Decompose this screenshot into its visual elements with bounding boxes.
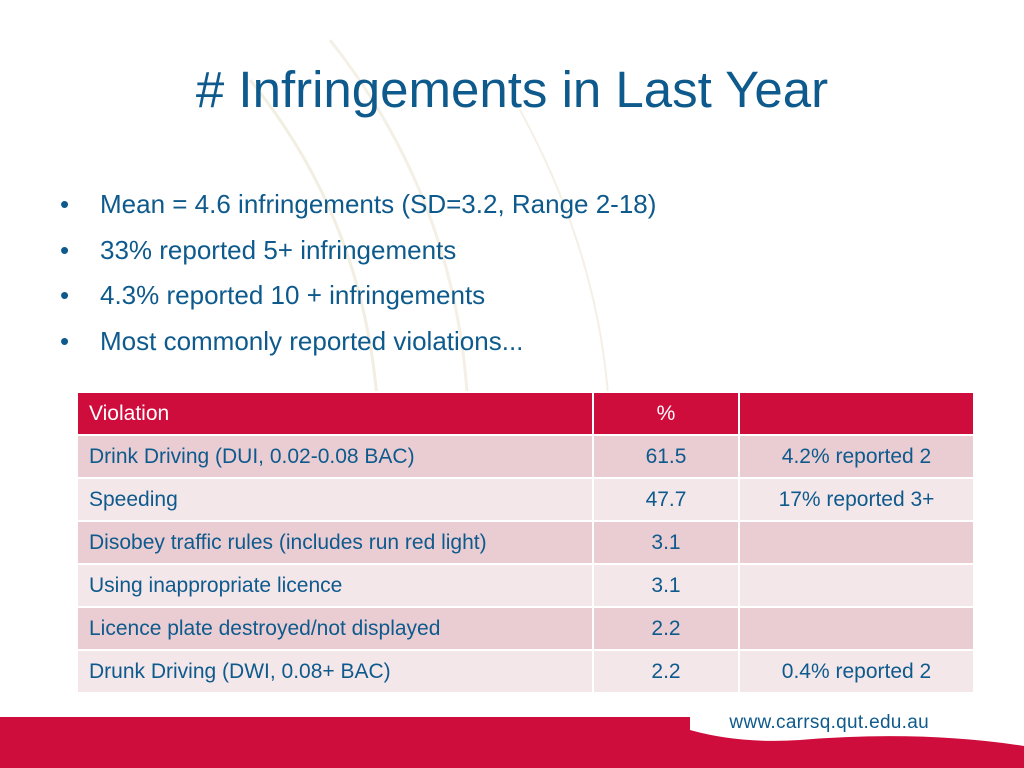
- note-cell: 0.4% reported 2: [738, 649, 975, 694]
- table-row: Using inappropriate licence 3.1: [76, 563, 975, 608]
- table-row: Licence plate destroyed/not displayed 2.…: [76, 606, 975, 651]
- note-cell: [738, 606, 975, 651]
- bullet-text: 33% reported 5+ infringements: [100, 234, 457, 265]
- bullet-text: Most commonly reported violations...: [100, 325, 524, 356]
- violation-cell: Disobey traffic rules (includes run red …: [76, 520, 594, 565]
- bullet-item: • 4.3% reported 10 + infringements: [60, 273, 656, 319]
- footer-curve: [690, 703, 1024, 746]
- slide-title: # Infringements in Last Year: [195, 61, 829, 118]
- header-percent: %: [592, 391, 740, 436]
- percent-cell: 3.1: [592, 563, 740, 608]
- note-cell: 4.2% reported 2: [738, 434, 975, 479]
- header-violation: Violation: [76, 391, 594, 436]
- violation-cell: Speeding: [76, 477, 594, 522]
- bullet-symbol: •: [60, 280, 70, 310]
- note-cell: [738, 563, 975, 608]
- table-row: Drink Driving (DUI, 0.02-0.08 BAC) 61.5 …: [76, 434, 975, 479]
- bullet-item: • 33% reported 5+ infringements: [60, 228, 656, 274]
- note-cell: [738, 520, 975, 565]
- note-cell: 17% reported 3+: [738, 477, 975, 522]
- bullet-item: • Most commonly reported violations...: [60, 319, 656, 365]
- table-row: Disobey traffic rules (includes run red …: [76, 520, 975, 565]
- percent-cell: 61.5: [592, 434, 740, 479]
- violation-cell: Drunk Driving (DWI, 0.08+ BAC): [76, 649, 594, 694]
- violation-cell: Licence plate destroyed/not displayed: [76, 606, 594, 651]
- violations-table: Violation % Drink Driving (DUI, 0.02-0.0…: [76, 391, 975, 694]
- header-notes: [738, 391, 975, 436]
- bullet-item: • Mean = 4.6 infringements (SD=3.2, Rang…: [60, 182, 656, 228]
- violation-cell: Drink Driving (DUI, 0.02-0.08 BAC): [76, 434, 594, 479]
- percent-cell: 2.2: [592, 606, 740, 651]
- percent-cell: 2.2: [592, 649, 740, 694]
- bullet-list: • Mean = 4.6 infringements (SD=3.2, Rang…: [60, 182, 656, 364]
- bullet-symbol: •: [60, 325, 70, 356]
- violation-cell: Using inappropriate licence: [76, 563, 594, 608]
- percent-cell: 47.7: [592, 477, 740, 522]
- bullet-text: Mean = 4.6 infringements (SD=3.2, Range …: [100, 189, 657, 219]
- bullet-symbol: •: [60, 234, 70, 265]
- table-header-row: Violation %: [76, 391, 975, 436]
- table-row: Drunk Driving (DWI, 0.08+ BAC) 2.2 0.4% …: [76, 649, 975, 694]
- percent-cell: 3.1: [592, 520, 740, 565]
- bullet-symbol: •: [60, 189, 70, 219]
- table-row: Speeding 47.7 17% reported 3+: [76, 477, 975, 522]
- bullet-text: 4.3% reported 10 + infringements: [100, 280, 486, 310]
- footer-url[interactable]: www.carrsq.qut.edu.au: [729, 712, 929, 733]
